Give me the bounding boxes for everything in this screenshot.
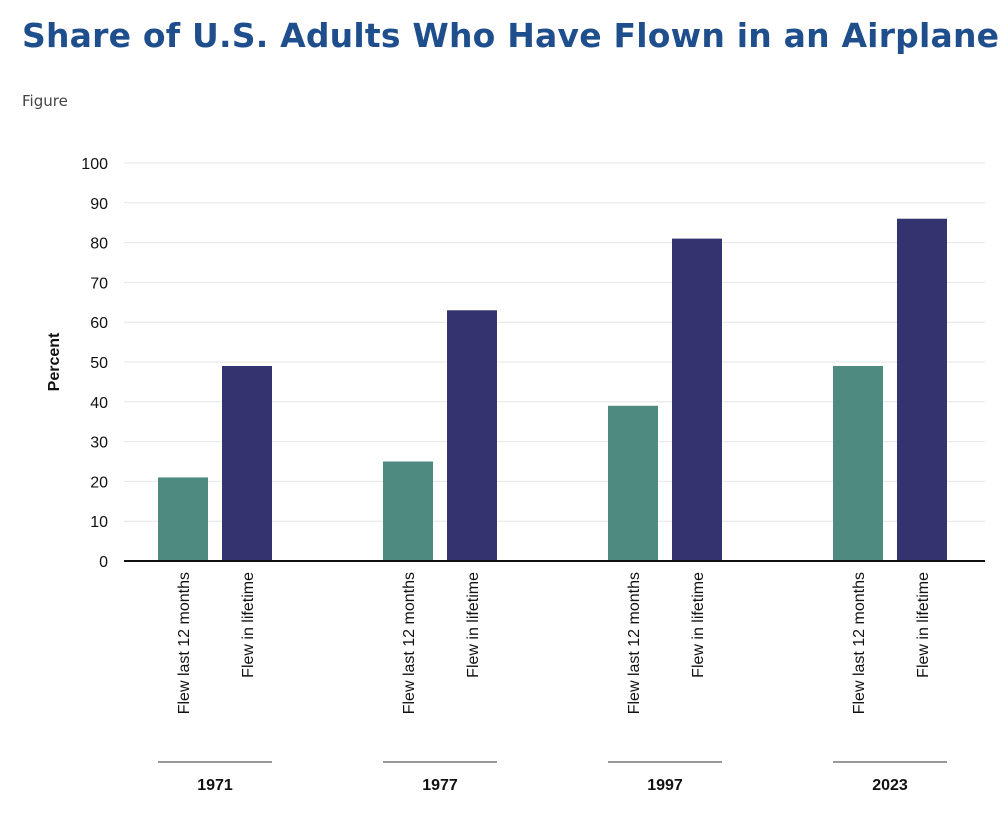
page-title: Share of U.S. Adults Who Have Flown in a…	[22, 16, 1000, 55]
year-label: 2023	[872, 777, 908, 794]
bar-2023-lifetime	[897, 218, 947, 561]
year-label: 1977	[422, 777, 458, 794]
bar-1997-last-12-months	[608, 405, 658, 561]
y-tick-label: 80	[90, 236, 108, 253]
y-tick-label: 20	[90, 474, 108, 491]
y-tick-label: 10	[90, 514, 108, 531]
year-label: 1971	[197, 777, 233, 794]
y-tick-label: 30	[90, 435, 108, 452]
bar-category-label: Flew in lifetime	[240, 572, 257, 678]
bar-category-label: Flew last 12 months	[626, 572, 643, 714]
bar-category-label: Flew in lifetime	[915, 572, 932, 678]
y-tick-label: 0	[99, 554, 108, 571]
y-tick-label: 100	[81, 156, 108, 173]
y-tick-label: 40	[90, 395, 108, 412]
bar-category-label: Flew in lifetime	[690, 572, 707, 678]
year-groups: 1971 1977 1997 2023	[158, 761, 947, 794]
y-axis-label: Percent	[46, 332, 63, 391]
y-tick-label: 50	[90, 355, 108, 372]
y-tick-label: 70	[90, 275, 108, 292]
bar-category-label: Flew in lifetime	[465, 572, 482, 678]
bar-1997-lifetime	[672, 238, 722, 561]
bars	[158, 218, 947, 561]
figure-label: Figure	[22, 92, 68, 110]
y-axis-ticks: 0 10 20 30 40 50 60 70 80 90 100	[81, 156, 108, 571]
y-tick-label: 60	[90, 315, 108, 332]
bar-1977-last-12-months	[383, 461, 433, 561]
bar-1977-lifetime	[447, 310, 497, 561]
y-tick-label: 90	[90, 196, 108, 213]
bar-labels: Flew last 12 months Flew in lifetime Flew …	[176, 572, 932, 714]
bar-category-label: Flew last 12 months	[851, 572, 868, 714]
year-label: 1997	[647, 777, 683, 794]
bar-category-label: Flew last 12 months	[401, 572, 418, 714]
bar-category-label: Flew last 12 months	[176, 572, 193, 714]
bar-1971-lifetime	[222, 365, 272, 561]
bar-1971-last-12-months	[158, 477, 208, 561]
bar-2023-last-12-months	[833, 365, 883, 561]
